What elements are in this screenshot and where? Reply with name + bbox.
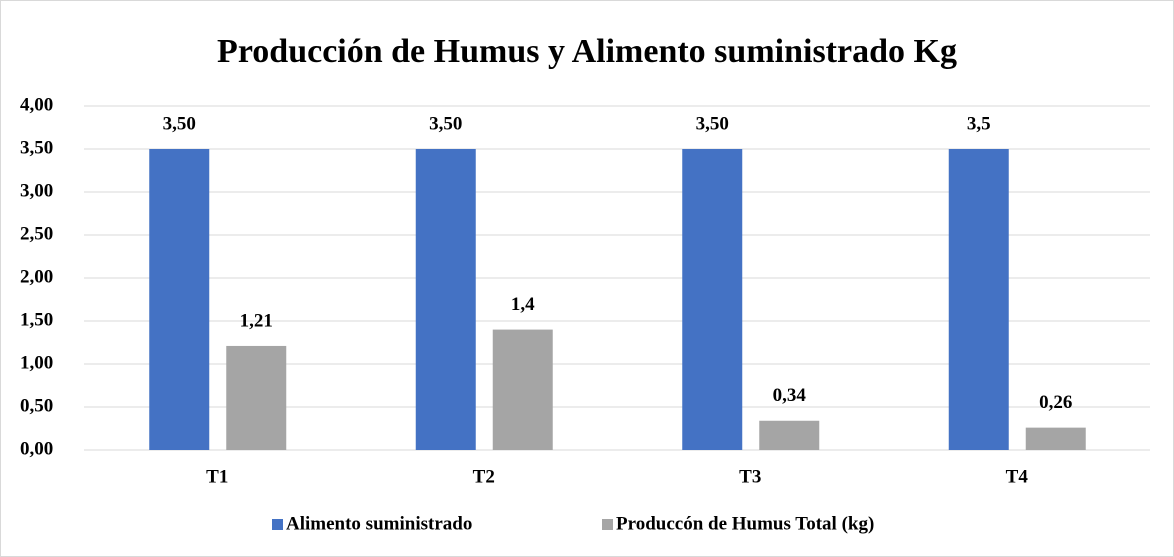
- chart-title: Producción de Humus y Alimento suministr…: [217, 33, 957, 70]
- bar: [759, 420, 820, 450]
- y-tick-label: 4,00: [20, 94, 53, 115]
- y-tick-label: 3,50: [20, 137, 53, 158]
- bar: [226, 345, 287, 450]
- y-tick-label: 1,50: [20, 309, 53, 330]
- x-tick-label: T2: [473, 466, 495, 487]
- y-tick-label: 0,50: [20, 395, 53, 416]
- legend-swatch: [602, 519, 613, 530]
- value-label: 3,5: [967, 113, 991, 134]
- value-label: 0,26: [1039, 392, 1072, 413]
- legend-swatch: [272, 519, 283, 530]
- value-label: 3,50: [696, 113, 729, 134]
- bar: [682, 149, 743, 450]
- bar: [492, 329, 553, 450]
- bar: [948, 149, 1009, 450]
- bar: [149, 149, 210, 450]
- legend-label: Produccón de Humus Total (kg): [616, 513, 874, 534]
- value-label: 3,50: [163, 113, 196, 134]
- value-label: 3,50: [429, 113, 462, 134]
- bar: [415, 149, 476, 450]
- x-tick-label: T4: [1006, 466, 1029, 487]
- bar: [1025, 427, 1086, 450]
- y-tick-label: 1,00: [20, 352, 53, 373]
- y-tick-label: 3,00: [20, 180, 53, 201]
- value-label: 1,4: [511, 294, 535, 315]
- x-tick-label: T1: [206, 466, 228, 487]
- y-tick-label: 2,50: [20, 223, 53, 244]
- y-tick-label: 2,00: [20, 266, 53, 287]
- value-label: 1,21: [240, 310, 273, 331]
- y-tick-label: 0,00: [20, 438, 53, 459]
- legend-label: Alimento suministrado: [286, 513, 472, 534]
- x-tick-label: T3: [739, 466, 761, 487]
- value-label: 0,34: [773, 385, 807, 406]
